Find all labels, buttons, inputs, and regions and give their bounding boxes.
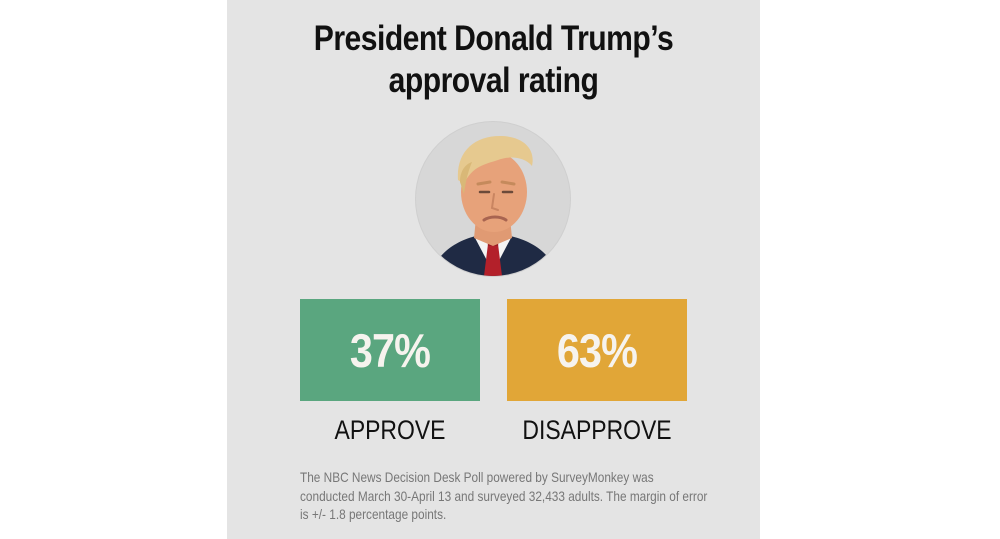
nose: [490, 193, 499, 211]
disapprove-value-box: 63%: [507, 299, 687, 401]
approval-card: President Donald Trump’s approval rating: [227, 0, 760, 539]
approve-category-label: APPROVE: [334, 415, 446, 445]
title-line-1: President Donald Trump’s: [313, 19, 674, 58]
hair-side-shape: [460, 162, 472, 194]
poll-footnote: The NBC News Decision Desk Poll powered …: [300, 470, 708, 522]
title-line-2: approval rating: [388, 61, 599, 100]
chart-title: President Donald Trump’s approval rating: [264, 18, 722, 102]
face-shape: [461, 152, 527, 232]
hair-shape: [457, 136, 533, 184]
portrait-illustration: [430, 136, 558, 276]
disapprove-value-label: 63%: [556, 323, 638, 377]
tie-shape: [484, 244, 502, 276]
approve-value-box: 37%: [300, 299, 480, 401]
left-brow: [476, 180, 492, 186]
approve-value-label: 37%: [349, 323, 431, 377]
mouth: [482, 215, 508, 222]
president-portrait-icon: [416, 122, 570, 276]
disapprove-category-label: DISAPPROVE: [522, 415, 672, 445]
right-brow: [500, 180, 516, 186]
